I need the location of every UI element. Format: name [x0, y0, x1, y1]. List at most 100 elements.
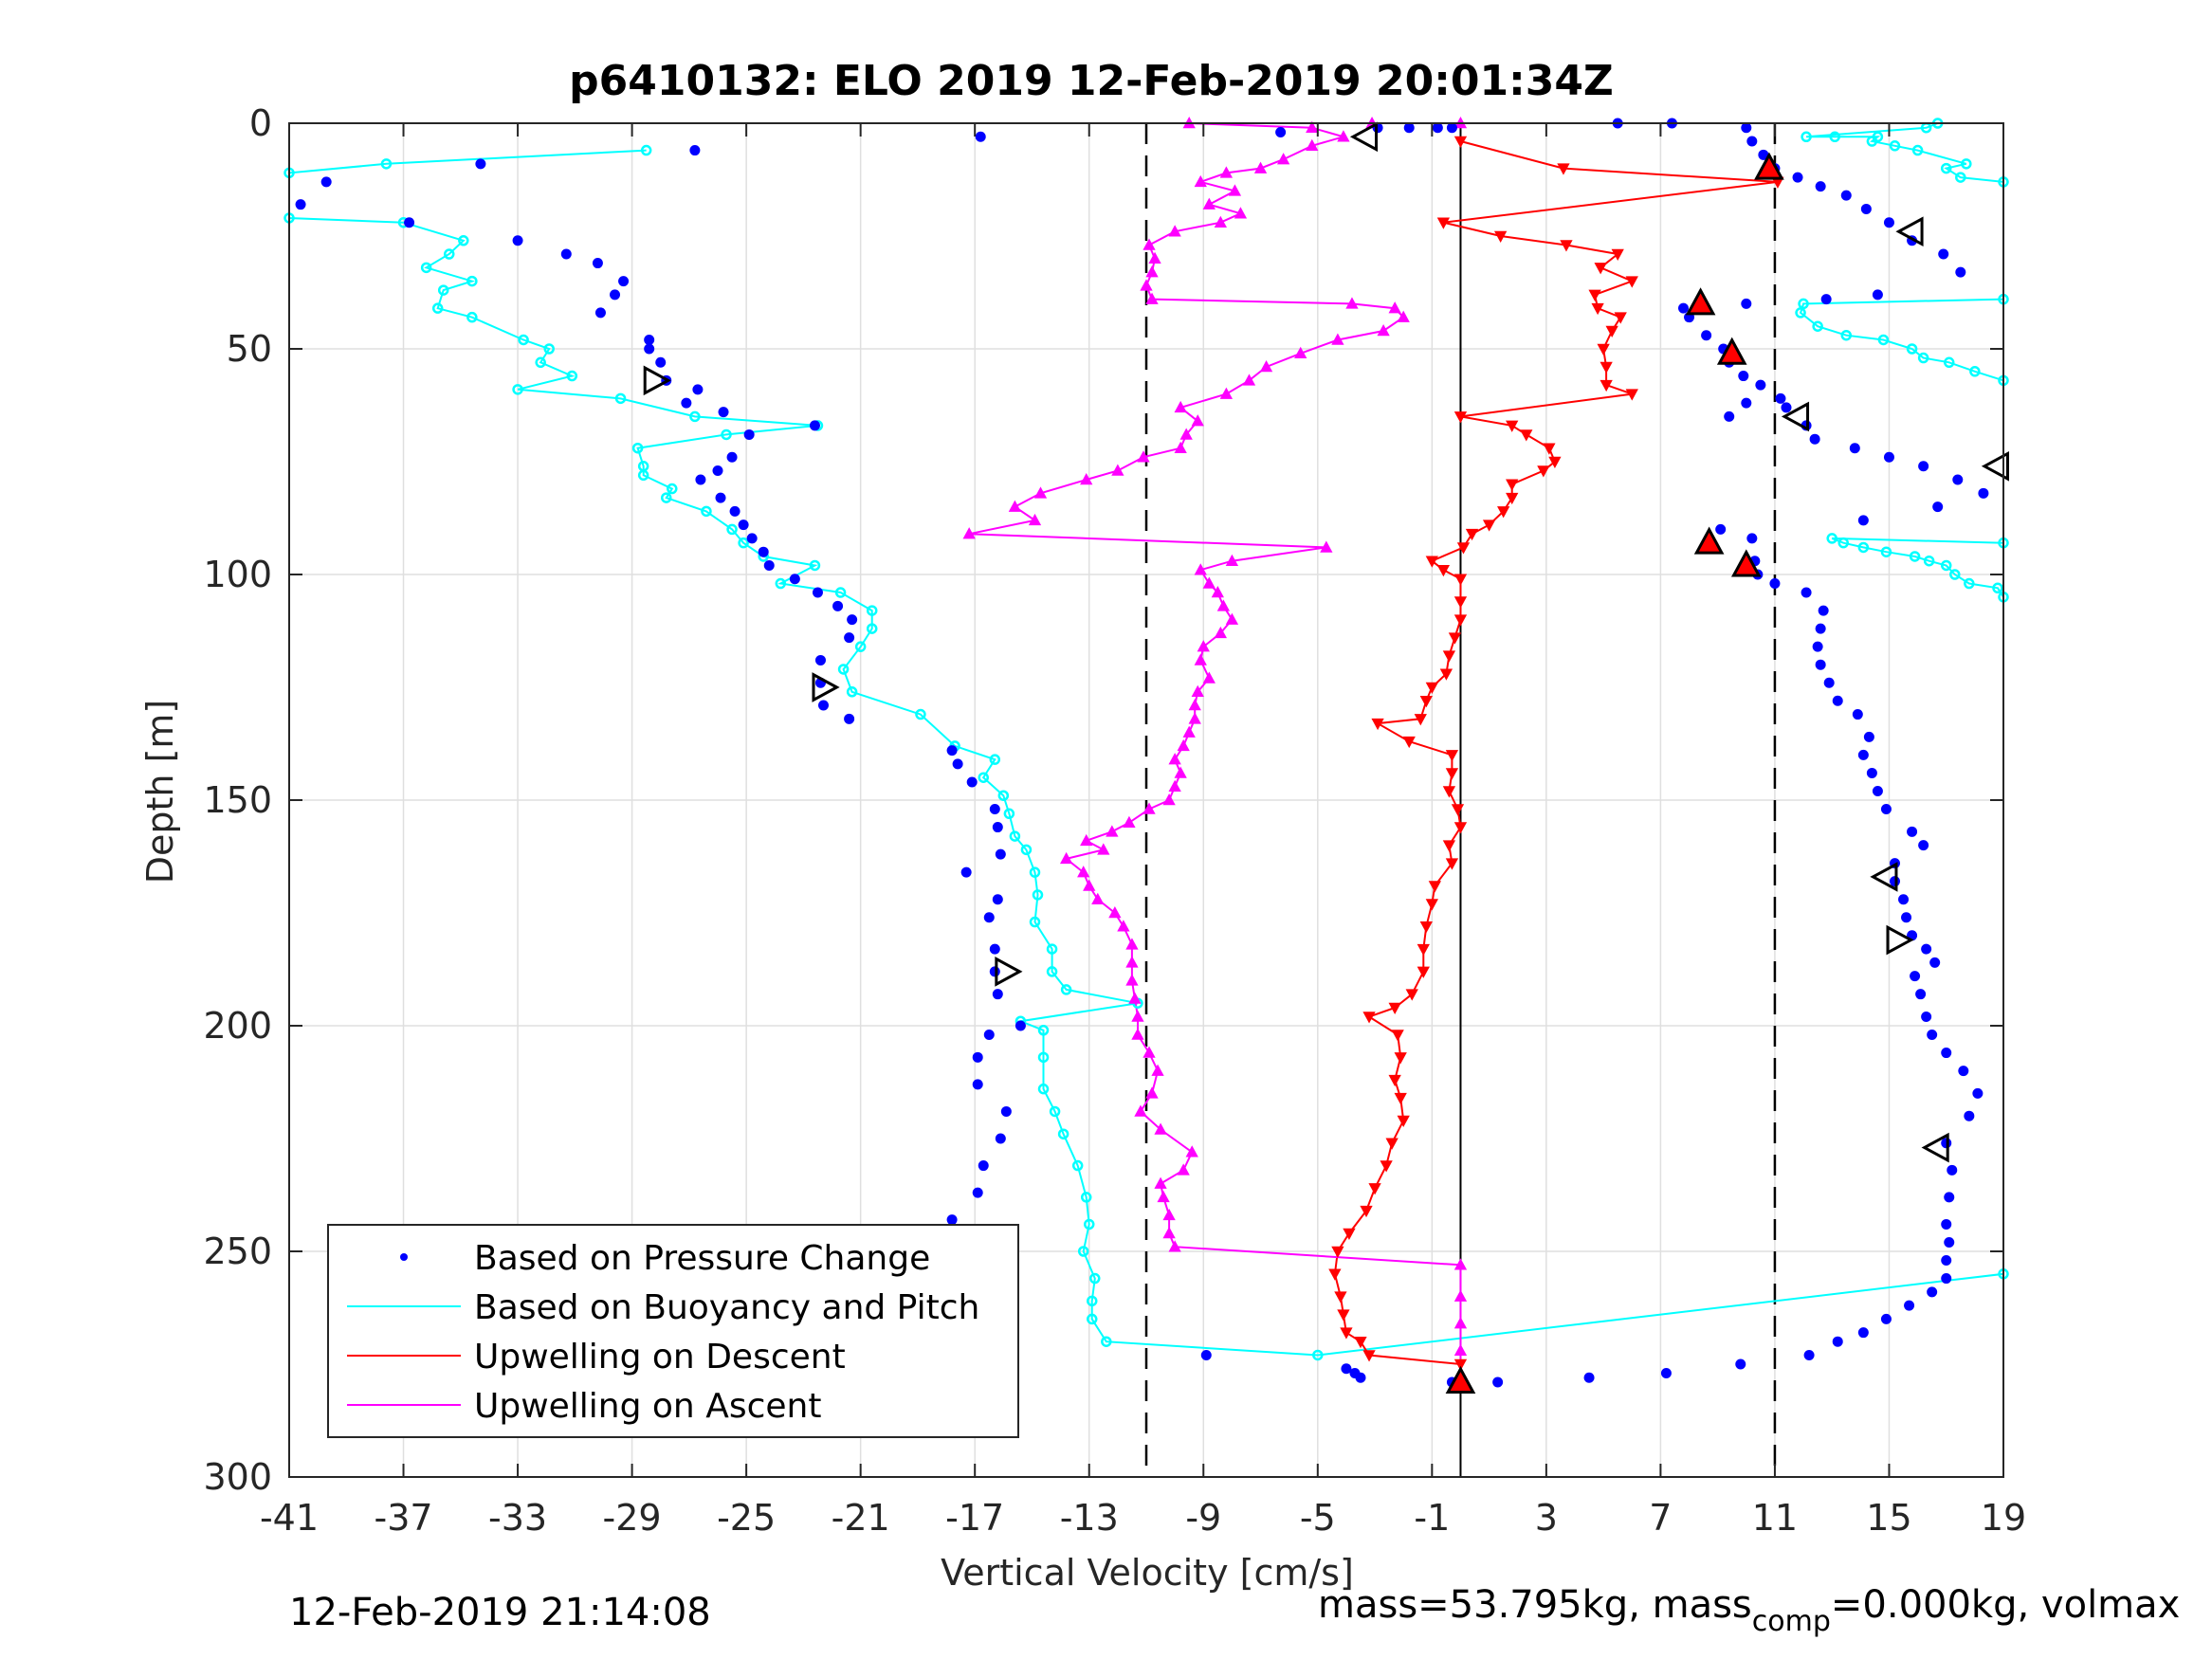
upwelling-descent-point	[1600, 361, 1613, 374]
pressure-change-point	[1809, 433, 1820, 445]
upwelling-ascent-point	[1168, 1240, 1181, 1252]
event-triangle-left	[1781, 401, 1810, 432]
pressure-change-point	[718, 407, 729, 418]
buoyancy-pitch-point	[809, 559, 821, 572]
pressure-change-point	[989, 943, 1000, 955]
upwelling-ascent-point	[1214, 215, 1227, 228]
x-tick-label: 7	[1649, 1497, 1672, 1539]
buoyancy-pitch-point	[1032, 889, 1044, 901]
upwelling-ascent-point	[962, 527, 976, 539]
upwelling-ascent-point	[1202, 197, 1216, 210]
upwelling-ascent-point	[1154, 1122, 1167, 1135]
upwelling-descent-point	[1453, 1358, 1468, 1371]
pressure-change-point	[1355, 1372, 1366, 1383]
upwelling-ascent-point	[1388, 301, 1401, 314]
buoyancy-pitch-point	[1037, 1025, 1050, 1036]
buoyancy-pitch-point	[535, 356, 546, 369]
pressure-change-point	[1678, 302, 1690, 314]
upwelling-descent-point	[1771, 176, 1784, 189]
upwelling-ascent-point	[1453, 1343, 1468, 1356]
x-axis-label: Vertical Velocity [cm/s]	[941, 1552, 1354, 1594]
footer-timestamp: 12-Feb-2019 21:14:08	[289, 1591, 711, 1634]
pressure-change-point	[692, 384, 704, 395]
upwelling-ascent-point	[1128, 992, 1142, 1004]
pressure-change-point	[729, 505, 740, 517]
buoyancy-pitch-point	[689, 410, 701, 423]
event-triangle-left	[1349, 121, 1379, 153]
upwelling-ascent-point	[1306, 138, 1319, 152]
upwelling-descent-point	[1343, 1228, 1356, 1240]
upwelling-descent-point	[1362, 1350, 1376, 1362]
buoyancy-pitch-point	[1992, 582, 2003, 594]
pressure-change-point	[560, 248, 572, 260]
upwelling-ascent-point	[1188, 712, 1201, 724]
pressure-change-point	[1715, 523, 1727, 535]
upwelling-descent-point	[1402, 736, 1416, 749]
upwelling-ascent-point	[1174, 766, 1187, 778]
upwelling-ascent-point	[1131, 1010, 1144, 1022]
upwelling-ascent-point	[1059, 851, 1073, 865]
upwelling-ascent-point	[1174, 441, 1187, 453]
pressure-change-point	[975, 131, 986, 142]
upwelling-descent-point	[1605, 325, 1618, 337]
upwelling-ascent-point	[1259, 360, 1273, 373]
upwelling-descent-point	[1445, 768, 1459, 780]
y-tick-label: 100	[203, 554, 272, 595]
pressure-change-point	[1741, 298, 1752, 309]
upwelling-ascent-point	[1134, 1104, 1147, 1117]
pressure-change-point	[989, 804, 1000, 815]
buoyancy-pitch-point	[1940, 162, 1952, 174]
pressure-change-point	[1815, 181, 1826, 192]
mass-subscript: comp	[1751, 1605, 1831, 1638]
pressure-change-point	[618, 276, 630, 287]
upwelling-descent-point	[1625, 389, 1638, 401]
upwelling-descent-point	[1537, 465, 1550, 478]
upwelling-ascent-point	[1194, 174, 1207, 188]
upwelling-ascent-point	[1228, 184, 1242, 196]
upwelling-descent-point	[1436, 217, 1451, 229]
upwelling-descent-point	[1388, 1074, 1401, 1087]
buoyancy-pitch-point	[640, 144, 652, 156]
pressure-change-point	[1857, 1327, 1869, 1339]
pressure-change-point	[1724, 410, 1735, 422]
upwelling-descent-point	[1494, 230, 1508, 243]
pressure-change-point	[1918, 461, 1929, 472]
x-tick-label: -5	[1300, 1497, 1336, 1539]
buoyancy-pitch-point	[1086, 1313, 1098, 1325]
pressure-change-point	[960, 866, 972, 878]
pressure-change-point	[1432, 122, 1443, 134]
pressure-change-point	[1801, 587, 1812, 598]
pressure-change-point	[644, 343, 655, 355]
upwelling-ascent-point	[1125, 974, 1139, 986]
buoyancy-pitch-point	[1857, 541, 1870, 554]
buoyancy-pitch-point	[854, 641, 867, 652]
buoyancy-pitch-point	[1057, 1128, 1069, 1139]
upwelling-ascent-point	[1125, 956, 1139, 968]
pressure-change-point	[1915, 989, 1927, 1000]
legend-box	[327, 1224, 1019, 1438]
upwelling-descent-point	[1397, 1115, 1410, 1127]
pressure-change-point	[1840, 190, 1852, 201]
upwelling-ascent-point	[1253, 161, 1268, 173]
x-tick-label: -17	[945, 1497, 1004, 1539]
event-triangle-left	[1895, 216, 1924, 247]
buoyancy-pitch-point	[1046, 966, 1058, 977]
buoyancy-pitch-point	[1837, 537, 1850, 549]
pressure-change-point	[1880, 804, 1892, 815]
buoyancy-pitch-point	[834, 587, 847, 598]
pressure-change-point	[1200, 1349, 1212, 1360]
upwelling-descent-point	[1425, 899, 1438, 911]
upwelling-ascent-point	[1080, 473, 1093, 485]
upwelling-descent-point	[1428, 881, 1441, 893]
pressure-change-point	[789, 574, 800, 585]
pressure-change-point	[404, 217, 415, 228]
upwelling-descent-point	[1497, 506, 1510, 519]
upwelling-ascent-point	[1143, 1046, 1156, 1058]
buoyancy-pitch-point	[1312, 1349, 1324, 1361]
upwelling-ascent-point	[1033, 486, 1048, 499]
pressure-change-point	[992, 822, 1003, 833]
upwelling-descent-point	[1340, 1327, 1353, 1340]
upwelling-descent-point	[1442, 786, 1456, 798]
buoyancy-pitch-point	[1909, 551, 1921, 562]
event-triangle-red	[1716, 337, 1747, 365]
